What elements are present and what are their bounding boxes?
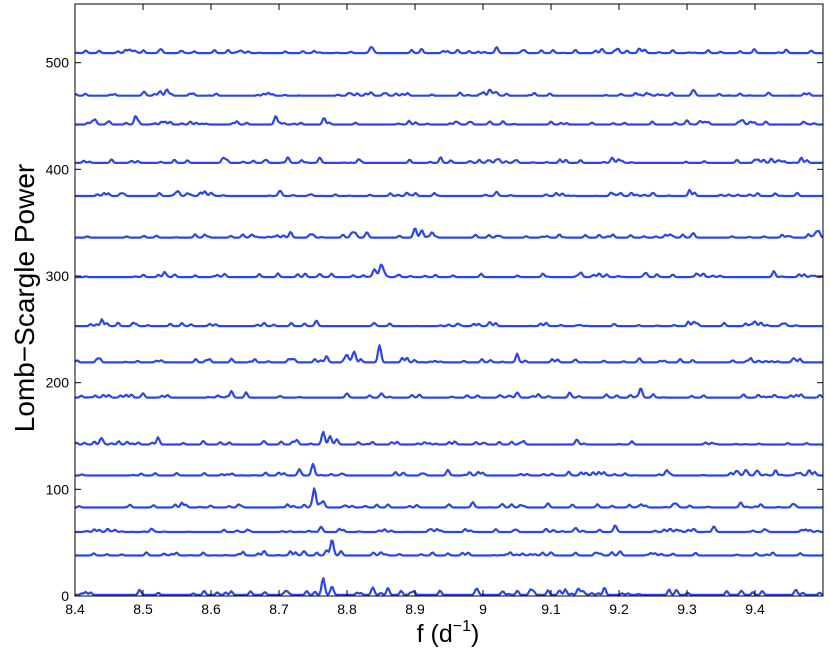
periodogram-series	[74, 344, 823, 364]
y-tick-label: 500	[46, 55, 70, 71]
periodogram-series	[75, 462, 823, 477]
x-tick-label: 8.4	[65, 601, 85, 617]
x-tick-label: 9.4	[745, 601, 765, 617]
x-tick-label: 9.3	[677, 601, 697, 617]
x-tick-label: 8.6	[201, 601, 221, 617]
y-tick-label: 400	[46, 161, 70, 177]
periodogram-series	[74, 45, 823, 55]
periodogram-series	[74, 88, 823, 97]
periodogram-series	[75, 387, 824, 399]
x-tick-label: 9	[479, 601, 487, 617]
x-tick-label: 8.5	[133, 601, 153, 617]
y-tick-label: 200	[46, 375, 70, 391]
periodogram-series	[75, 227, 824, 239]
x-tick-label: 8.8	[337, 601, 357, 617]
y-tick-label: 100	[46, 481, 70, 497]
periodogram-series	[74, 487, 823, 509]
x-axis-label-superscript: −1	[453, 618, 471, 635]
periodogram-series	[74, 430, 823, 446]
periodogram-series	[75, 577, 824, 596]
y-axis-label: Lomb−Scargle Power	[9, 164, 40, 432]
x-tick-label: 9.2	[609, 601, 629, 617]
periodogram-series	[75, 188, 823, 198]
periodogram-series	[75, 156, 823, 164]
plot-frame	[74, 3, 824, 597]
periodogram-series	[75, 524, 823, 534]
periodogram-series	[75, 539, 823, 557]
x-axis-label-close: )	[471, 620, 479, 648]
y-tick-label: 0	[61, 588, 69, 604]
periodogram-series	[75, 115, 823, 126]
series-layer	[74, 45, 824, 596]
periodogram-series	[75, 318, 823, 328]
ticks-layer: 8.4 8.5 8.6 8.7 8.8 8.9 9 9.1 9.2 9.3 9.4 0 100 200 30…	[46, 4, 823, 617]
x-tick-label: 8.9	[405, 601, 425, 617]
y-tick-label: 300	[46, 268, 70, 284]
x-tick-label: 9.1	[541, 601, 561, 617]
x-axis-label: f (d−1)	[417, 618, 480, 648]
periodogram-series	[75, 263, 823, 279]
x-axis-label-main: f (d	[417, 620, 453, 648]
x-tick-label: 8.7	[269, 601, 289, 617]
